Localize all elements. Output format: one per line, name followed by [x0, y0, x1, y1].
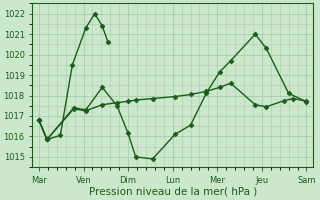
X-axis label: Pression niveau de la mer( hPa ): Pression niveau de la mer( hPa )	[89, 187, 257, 197]
